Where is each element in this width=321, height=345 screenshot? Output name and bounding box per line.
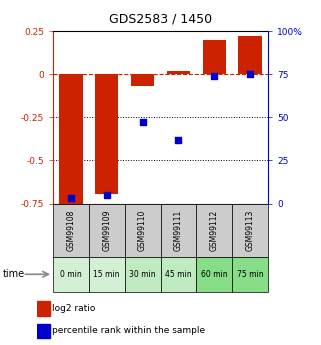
Text: 45 min: 45 min: [165, 270, 192, 279]
Bar: [59, 74, 82, 204]
Point: [176, 137, 181, 142]
Bar: [89, 257, 125, 292]
Bar: [125, 257, 160, 292]
Text: 0 min: 0 min: [60, 270, 82, 279]
Bar: [203, 40, 226, 74]
Bar: [131, 74, 154, 86]
Bar: [37, 301, 50, 316]
Text: GSM99113: GSM99113: [246, 210, 255, 251]
Bar: [160, 204, 196, 257]
Text: time: time: [3, 269, 25, 279]
Bar: [160, 257, 196, 292]
Text: GDS2583 / 1450: GDS2583 / 1450: [109, 12, 212, 25]
Bar: [89, 204, 125, 257]
Text: 30 min: 30 min: [129, 270, 156, 279]
Bar: [196, 204, 232, 257]
Bar: [239, 36, 262, 74]
Bar: [37, 324, 50, 338]
Text: 15 min: 15 min: [93, 270, 120, 279]
Point: [247, 71, 253, 77]
Bar: [53, 204, 89, 257]
Point: [212, 73, 217, 79]
Point: [140, 120, 145, 125]
Text: 75 min: 75 min: [237, 270, 264, 279]
Text: 60 min: 60 min: [201, 270, 228, 279]
Bar: [232, 204, 268, 257]
Bar: [232, 257, 268, 292]
Text: GSM99110: GSM99110: [138, 210, 147, 251]
Point: [68, 196, 74, 201]
Text: GSM99108: GSM99108: [66, 210, 75, 251]
Bar: [53, 257, 89, 292]
Text: GSM99111: GSM99111: [174, 210, 183, 251]
Point: [104, 192, 109, 198]
Bar: [125, 204, 160, 257]
Text: GSM99112: GSM99112: [210, 210, 219, 251]
Text: GSM99109: GSM99109: [102, 209, 111, 251]
Text: log2 ratio: log2 ratio: [52, 304, 96, 313]
Text: percentile rank within the sample: percentile rank within the sample: [52, 326, 205, 335]
Bar: [196, 257, 232, 292]
Bar: [167, 71, 190, 74]
Bar: [95, 74, 118, 194]
